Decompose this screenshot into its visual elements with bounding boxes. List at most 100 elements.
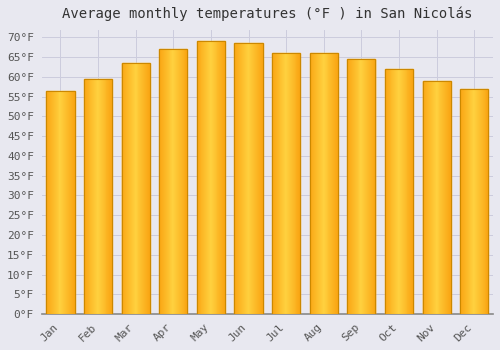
- Bar: [280, 53, 281, 314]
- Bar: [257, 43, 258, 314]
- Bar: [96, 79, 97, 314]
- Bar: [95, 79, 96, 314]
- Bar: [200, 41, 202, 314]
- Bar: [234, 43, 236, 314]
- Bar: [349, 59, 350, 314]
- Bar: [310, 53, 312, 314]
- Bar: [50, 91, 51, 314]
- Bar: [333, 53, 334, 314]
- Bar: [126, 63, 127, 314]
- Bar: [244, 43, 246, 314]
- Bar: [370, 59, 371, 314]
- Bar: [172, 49, 174, 314]
- Bar: [234, 43, 262, 314]
- Bar: [290, 53, 291, 314]
- Bar: [54, 91, 55, 314]
- Bar: [319, 53, 320, 314]
- Bar: [92, 79, 94, 314]
- Bar: [480, 89, 481, 314]
- Bar: [332, 53, 333, 314]
- Bar: [255, 43, 256, 314]
- Bar: [220, 41, 221, 314]
- Bar: [273, 53, 274, 314]
- Bar: [422, 81, 424, 314]
- Bar: [246, 43, 248, 314]
- Bar: [55, 91, 56, 314]
- Bar: [204, 41, 205, 314]
- Bar: [106, 79, 108, 314]
- Bar: [162, 49, 163, 314]
- Bar: [258, 43, 259, 314]
- Bar: [365, 59, 366, 314]
- Bar: [47, 91, 48, 314]
- Bar: [350, 59, 351, 314]
- Bar: [432, 81, 433, 314]
- Bar: [58, 91, 59, 314]
- Bar: [386, 69, 387, 314]
- Bar: [328, 53, 330, 314]
- Bar: [46, 91, 47, 314]
- Bar: [272, 53, 300, 314]
- Bar: [337, 53, 338, 314]
- Bar: [177, 49, 178, 314]
- Bar: [282, 53, 284, 314]
- Bar: [181, 49, 182, 314]
- Bar: [286, 53, 287, 314]
- Bar: [387, 69, 388, 314]
- Bar: [320, 53, 321, 314]
- Bar: [111, 79, 112, 314]
- Bar: [159, 49, 160, 314]
- Bar: [408, 69, 410, 314]
- Bar: [294, 53, 296, 314]
- Bar: [352, 59, 353, 314]
- Bar: [433, 81, 434, 314]
- Bar: [462, 89, 463, 314]
- Bar: [248, 43, 250, 314]
- Bar: [101, 79, 102, 314]
- Bar: [84, 79, 112, 314]
- Bar: [253, 43, 254, 314]
- Bar: [476, 89, 477, 314]
- Bar: [358, 59, 360, 314]
- Bar: [197, 41, 198, 314]
- Bar: [400, 69, 401, 314]
- Bar: [426, 81, 427, 314]
- Bar: [239, 43, 240, 314]
- Bar: [399, 69, 400, 314]
- Bar: [132, 63, 133, 314]
- Bar: [122, 63, 150, 314]
- Bar: [348, 59, 349, 314]
- Bar: [324, 53, 326, 314]
- Bar: [133, 63, 134, 314]
- Bar: [403, 69, 404, 314]
- Bar: [372, 59, 374, 314]
- Bar: [250, 43, 252, 314]
- Bar: [84, 79, 85, 314]
- Bar: [179, 49, 180, 314]
- Bar: [60, 91, 62, 314]
- Bar: [221, 41, 222, 314]
- Bar: [94, 79, 95, 314]
- Bar: [296, 53, 298, 314]
- Bar: [464, 89, 465, 314]
- Bar: [124, 63, 126, 314]
- Bar: [256, 43, 257, 314]
- Bar: [144, 63, 145, 314]
- Bar: [428, 81, 429, 314]
- Bar: [410, 69, 411, 314]
- Bar: [364, 59, 365, 314]
- Bar: [444, 81, 445, 314]
- Bar: [312, 53, 314, 314]
- Bar: [354, 59, 355, 314]
- Bar: [472, 89, 474, 314]
- Bar: [348, 59, 376, 314]
- Bar: [460, 89, 488, 314]
- Bar: [176, 49, 177, 314]
- Bar: [136, 63, 138, 314]
- Bar: [240, 43, 241, 314]
- Bar: [276, 53, 278, 314]
- Bar: [212, 41, 213, 314]
- Bar: [243, 43, 244, 314]
- Bar: [355, 59, 356, 314]
- Bar: [178, 49, 179, 314]
